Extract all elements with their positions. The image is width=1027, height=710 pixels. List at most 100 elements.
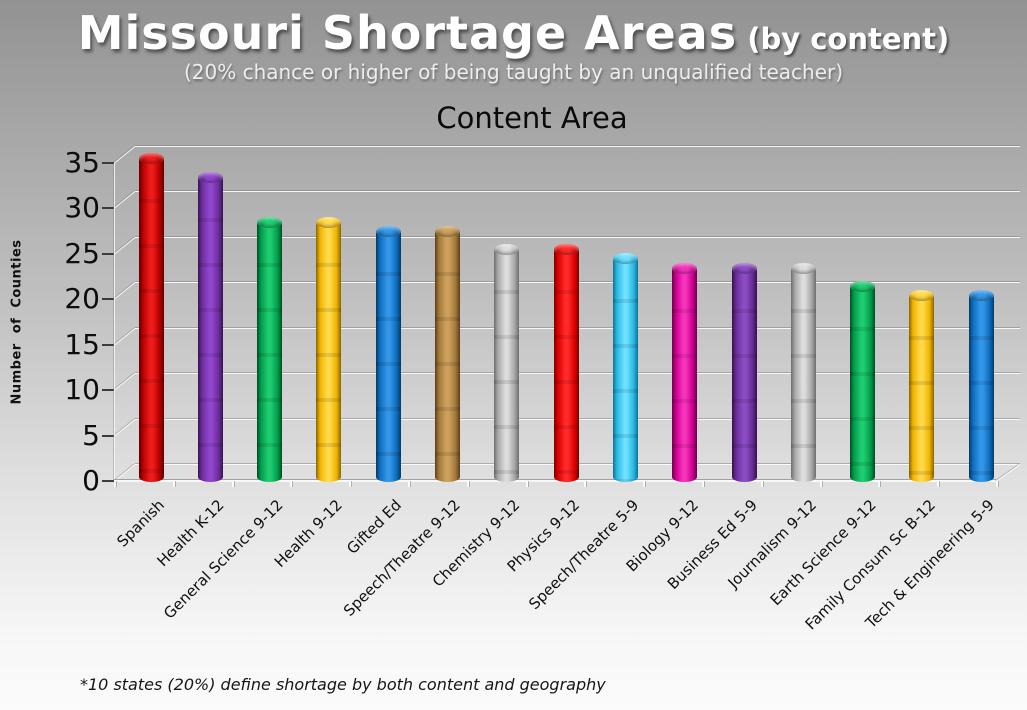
bar-shading: [790, 267, 816, 482]
bar-body: [494, 249, 520, 482]
bar-business-ed-5-9: [731, 262, 757, 483]
bar-top-ellipse: [197, 171, 223, 183]
bar-speech-theatre-9-12: [435, 226, 460, 482]
x-tick-2: [231, 481, 234, 487]
x-tick-5: [408, 481, 410, 487]
wall-connector-15: [113, 327, 136, 346]
bar-shading: [435, 231, 460, 482]
bar-top-ellipse: [909, 289, 935, 301]
page-title: Missouri Shortage Areas (by content): [0, 6, 1027, 60]
y-tick-25: [102, 252, 114, 255]
bar-shading: [553, 249, 579, 482]
bar-speech-theatre-5-9: [612, 253, 638, 482]
bar-body: [553, 249, 579, 482]
bar-family-consum-sc-b-12: [909, 289, 935, 483]
x-tick-9: [643, 481, 646, 487]
bar-journalism-9-12: [790, 262, 816, 483]
wall-connector-35: [113, 146, 136, 164]
bar-body: [138, 158, 164, 482]
y-tick-5: [102, 434, 114, 437]
bar-shading: [316, 222, 342, 482]
bar-top-ellipse: [731, 262, 757, 274]
x-tick-6: [466, 481, 469, 487]
wall-connector-5: [113, 418, 136, 437]
x-tick-3: [290, 481, 293, 487]
bar-shading: [375, 231, 401, 482]
y-tick-label-10: 10: [64, 373, 100, 407]
bar-body: [316, 222, 342, 482]
bar-body: [375, 231, 401, 482]
bar-top-ellipse: [968, 289, 994, 301]
bar-physics-9-12: [553, 244, 579, 482]
page-subtitle: (20% chance or higher of being taught by…: [183, 60, 844, 84]
bar-top-ellipse: [790, 262, 816, 274]
x-tick-7: [525, 481, 528, 487]
bar-shading: [257, 222, 283, 482]
x-tick-11: [760, 481, 763, 487]
bar-earth-science-9-12: [850, 280, 876, 483]
bar-top-ellipse: [553, 244, 579, 256]
x-label-speech-theatre-9-12: Speech/Theatre 9-12: [340, 496, 465, 620]
x-label-spanish: Spanish: [113, 496, 168, 551]
y-tick-label-35: 35: [64, 145, 100, 179]
bar-top-ellipse: [494, 244, 520, 256]
bar-shading: [909, 294, 935, 482]
bar-biology-9-12: [672, 262, 698, 483]
y-tick-20: [102, 298, 114, 301]
bar-health-9-12: [316, 217, 342, 482]
gridline-35: [135, 145, 1020, 147]
footnote: *10 states (20%) define shortage by both…: [80, 675, 606, 694]
bar-top-ellipse: [138, 153, 164, 165]
x-label-speech-theatre-5-9: Speech/Theatre 5-9: [525, 496, 643, 614]
bar-top-ellipse: [850, 280, 876, 292]
y-tick-label-20: 20: [64, 282, 100, 316]
page-title-suffix: (by content): [737, 22, 950, 56]
bar-top-ellipse: [316, 217, 342, 229]
bar-top-ellipse: [435, 226, 460, 238]
bar-body: [968, 294, 994, 482]
y-axis-title: Number of Counties: [9, 239, 25, 405]
y-tick-35: [102, 161, 114, 164]
bar-body: [197, 176, 223, 482]
bar-tech-engineering-5-9: [968, 289, 994, 483]
bar-gifted-ed: [375, 226, 401, 482]
bar-spanish: [138, 153, 164, 482]
bar-body: [909, 294, 935, 482]
bar-top-ellipse: [375, 226, 401, 238]
y-tick-0: [102, 480, 114, 482]
bar-general-science-9-12: [257, 217, 283, 482]
y-tick-label-0: 0: [82, 464, 100, 497]
bar-body: [612, 258, 638, 482]
bar-health-k-12: [197, 171, 223, 483]
floor-right-edge: [995, 464, 1021, 482]
bar-body: [672, 267, 698, 482]
bar-shading: [138, 158, 164, 482]
wall-connector-30: [113, 191, 136, 210]
x-label-gifted-ed: Gifted Ed: [343, 496, 405, 558]
chart-title: Content Area: [436, 101, 628, 135]
bar-shading: [672, 267, 698, 482]
page-title-main: Missouri Shortage Areas: [77, 6, 738, 60]
x-label-general-science-9-12: General Science 9-12: [159, 496, 287, 623]
bar-shading: [731, 267, 757, 482]
x-tick-10: [702, 481, 704, 487]
bar-shading: [850, 285, 876, 482]
x-tick-15: [996, 481, 998, 487]
bar-body: [850, 285, 876, 482]
bar-shading: [968, 294, 994, 482]
y-axis-line: [114, 162, 115, 481]
x-tick-4: [349, 481, 352, 487]
bar-top-ellipse: [672, 262, 698, 274]
x-tick-12: [819, 481, 822, 487]
x-axis-line: [114, 480, 996, 482]
y-tick-10: [102, 389, 114, 392]
bar-body: [790, 267, 816, 482]
bar-shading: [494, 249, 520, 482]
y-tick-label-5: 5: [82, 418, 100, 452]
x-label-earth-science-9-12: Earth Science 9-12: [766, 496, 880, 610]
y-tick-label-30: 30: [64, 191, 100, 225]
bar-shading: [197, 176, 223, 482]
wall-connector-20: [113, 282, 136, 301]
wall-connector-10: [113, 373, 136, 392]
